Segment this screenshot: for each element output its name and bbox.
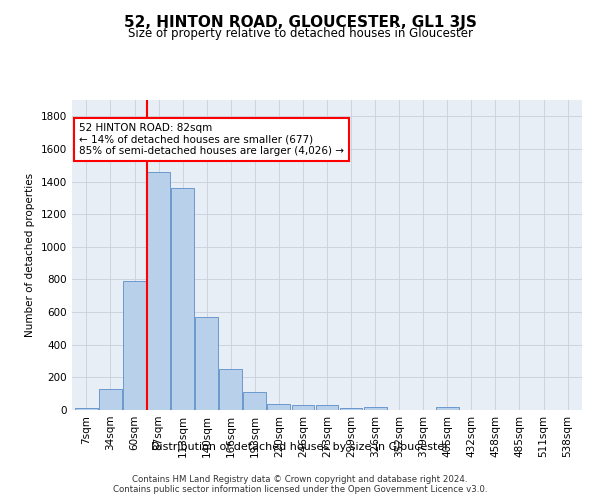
Bar bbox=[195, 317, 218, 410]
Bar bbox=[292, 405, 314, 410]
Bar bbox=[244, 392, 266, 410]
Bar bbox=[316, 405, 338, 410]
Text: Contains HM Land Registry data © Crown copyright and database right 2024.: Contains HM Land Registry data © Crown c… bbox=[132, 476, 468, 484]
Bar bbox=[364, 406, 386, 410]
Bar bbox=[220, 369, 242, 410]
Text: 52 HINTON ROAD: 82sqm
← 14% of detached houses are smaller (677)
85% of semi-det: 52 HINTON ROAD: 82sqm ← 14% of detached … bbox=[79, 123, 344, 156]
Bar bbox=[340, 408, 362, 410]
Bar bbox=[147, 172, 170, 410]
Bar bbox=[171, 188, 194, 410]
Text: 52, HINTON ROAD, GLOUCESTER, GL1 3JS: 52, HINTON ROAD, GLOUCESTER, GL1 3JS bbox=[124, 15, 476, 30]
Text: Distribution of detached houses by size in Gloucester: Distribution of detached houses by size … bbox=[151, 442, 449, 452]
Text: Contains public sector information licensed under the Open Government Licence v3: Contains public sector information licen… bbox=[113, 484, 487, 494]
Bar bbox=[123, 281, 146, 410]
Bar bbox=[99, 389, 122, 410]
Bar bbox=[436, 406, 459, 410]
Bar bbox=[268, 404, 290, 410]
Text: Size of property relative to detached houses in Gloucester: Size of property relative to detached ho… bbox=[128, 28, 473, 40]
Y-axis label: Number of detached properties: Number of detached properties bbox=[25, 173, 35, 337]
Bar bbox=[75, 408, 98, 410]
